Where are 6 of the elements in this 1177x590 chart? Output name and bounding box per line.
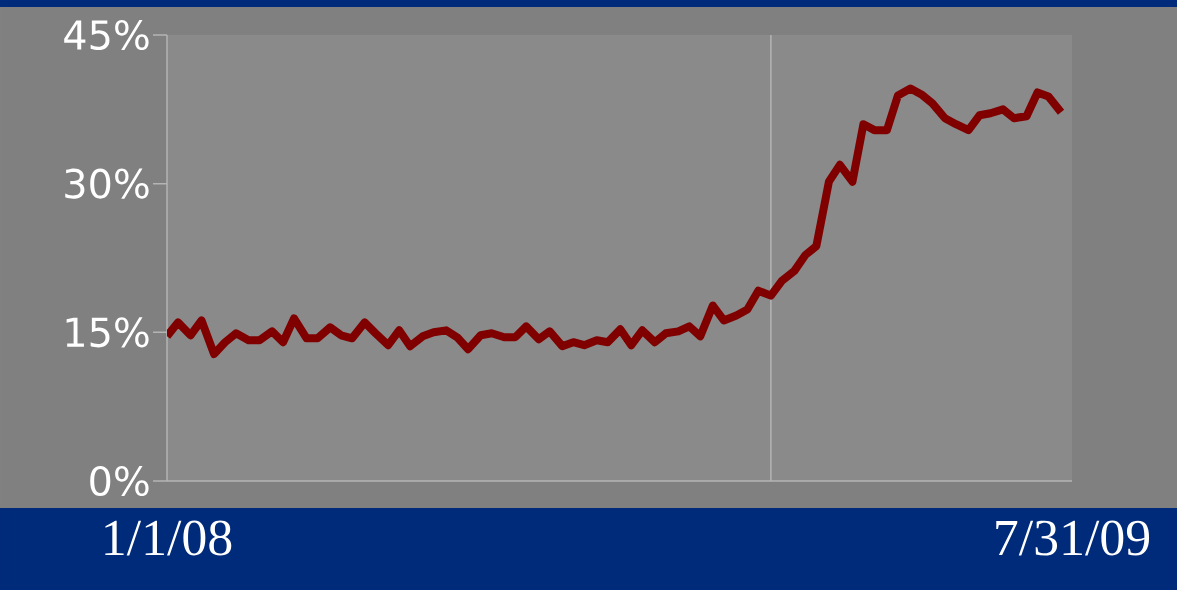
x-tick-label: 7/31/09 <box>996 520 1150 556</box>
y-tick-label: 30% <box>65 168 149 199</box>
y-tick-label: 15% <box>66 317 149 348</box>
y-tick-label: 45% <box>64 19 149 51</box>
y-tick-label: 0% <box>90 465 149 497</box>
x-tick-label: 1/1/08 <box>105 520 232 556</box>
